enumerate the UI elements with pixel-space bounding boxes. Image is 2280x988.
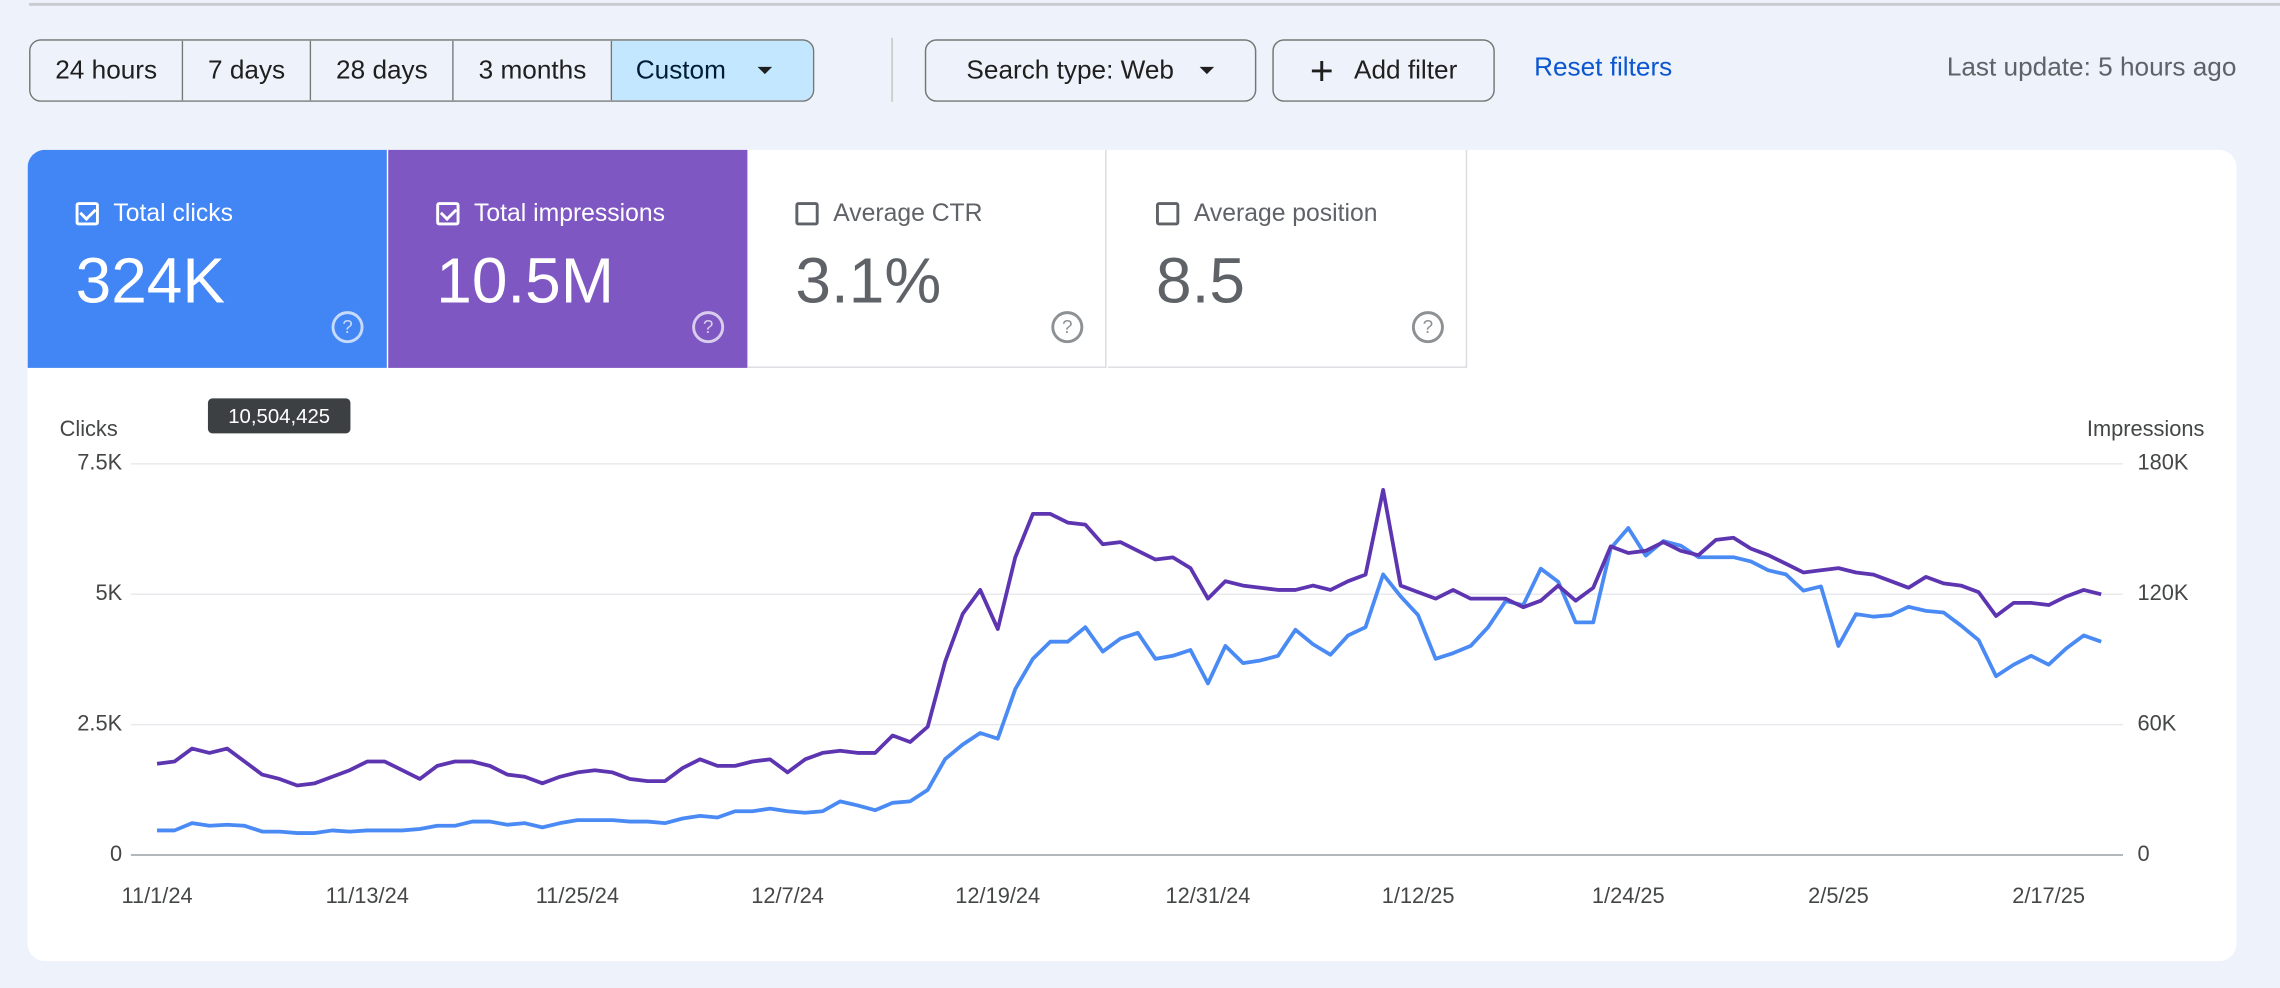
tooltip: 10,504,425 <box>207 398 351 434</box>
range-label: 24 hours <box>55 55 158 85</box>
button-label: Add filter <box>1353 55 1458 85</box>
help-icon[interactable]: ? <box>1411 311 1444 344</box>
performance-card: Total clicks 324K ? Total impressions 10… <box>27 149 2237 962</box>
x-tick-label: 2/5/25 <box>1808 883 1869 908</box>
y2-axis-title: Impressions <box>2087 416 2205 441</box>
y-tick-label: 0 <box>110 841 122 866</box>
y2-tick-label: 120K <box>2138 580 2189 605</box>
reset-filters[interactable]: Reset filters <box>1534 52 1673 82</box>
y-tick-label: 2.5K <box>77 710 122 735</box>
metric-label: Average position <box>1193 199 1378 227</box>
x-tick-label: 1/12/25 <box>1382 883 1455 908</box>
plus-icon: + <box>1309 47 1334 93</box>
range-button[interactable]: 24 hours <box>30 40 184 101</box>
x-tick-label: 11/13/24 <box>326 883 409 908</box>
x-tick-label: 12/31/24 <box>1165 883 1250 908</box>
y2-tick-label: 180K <box>2138 450 2189 475</box>
metric-value: 3.1% <box>795 245 942 317</box>
add-filter-button[interactable]: + Add filter <box>1272 39 1495 102</box>
range-button[interactable]: 28 days <box>311 40 454 101</box>
range-button[interactable]: Custom <box>612 40 814 101</box>
range-button[interactable]: 7 days <box>183 40 312 101</box>
x-tick-label: 12/19/24 <box>955 883 1040 908</box>
series-line <box>157 526 2102 835</box>
metric-label: Average CTR <box>833 199 983 227</box>
metric-value: 8.5 <box>1156 245 1245 317</box>
metric-card[interactable]: Average CTR 3.1% ? <box>747 149 1107 368</box>
help-icon[interactable]: ? <box>331 311 364 344</box>
range-label: 7 days <box>208 55 286 85</box>
range-button[interactable]: 3 months <box>453 40 613 101</box>
x-tick-label: 12/7/24 <box>751 883 824 908</box>
divider <box>29 2 2280 6</box>
metric-label-row: Total clicks <box>75 199 233 228</box>
x-tick-label: 2/17/25 <box>2012 883 2085 908</box>
button-label: Search type: Web <box>966 55 1175 85</box>
y-tick-label: 5K <box>95 580 122 605</box>
checkbox-checked[interactable] <box>75 202 99 226</box>
metric-label-row: Average position <box>1156 199 1378 228</box>
series-line <box>156 487 2102 788</box>
x-tick-label: 11/1/24 <box>121 883 192 908</box>
dropdown-caret <box>1200 66 1215 75</box>
range-selector[interactable]: 24 hours 7 days 28 days 3 months Custom <box>29 39 815 102</box>
metric-label: Total impressions <box>474 199 666 227</box>
metric-card[interactable]: Total impressions 10.5M ? <box>388 149 748 368</box>
range-label: 28 days <box>336 55 428 85</box>
dropdown-caret <box>757 66 773 75</box>
metric-label-row: Average CTR <box>795 199 983 228</box>
range-label: 3 months <box>478 55 587 85</box>
metric-label: Total clicks <box>113 199 233 227</box>
metric-card[interactable]: Total clicks 324K ? <box>27 149 387 368</box>
search-type-button[interactable]: Search type: Web <box>924 39 1257 102</box>
metric-value: 324K <box>75 245 226 317</box>
help-icon[interactable]: ? <box>692 311 725 344</box>
separator <box>891 37 893 102</box>
metric-value: 10.5M <box>436 245 615 317</box>
last-update: Last update: 5 hours ago <box>1946 52 2237 82</box>
x-tick-label: 1/24/25 <box>1592 883 1665 908</box>
metric-label-row: Total impressions <box>436 199 665 228</box>
checkbox-checked[interactable] <box>436 202 460 226</box>
metric-card[interactable]: Average position 8.5 ? <box>1108 149 1468 368</box>
y-axis-title: Clicks <box>60 416 118 441</box>
y2-tick-label: 60K <box>2138 710 2177 735</box>
checkbox[interactable] <box>1156 202 1180 226</box>
y2-tick-label: 0 <box>2138 841 2150 866</box>
checkbox[interactable] <box>795 202 819 226</box>
help-icon[interactable]: ? <box>1051 311 1084 344</box>
x-tick-label: 11/25/24 <box>536 883 619 908</box>
range-label: Custom <box>635 55 726 85</box>
y-tick-label: 7.5K <box>77 450 122 475</box>
